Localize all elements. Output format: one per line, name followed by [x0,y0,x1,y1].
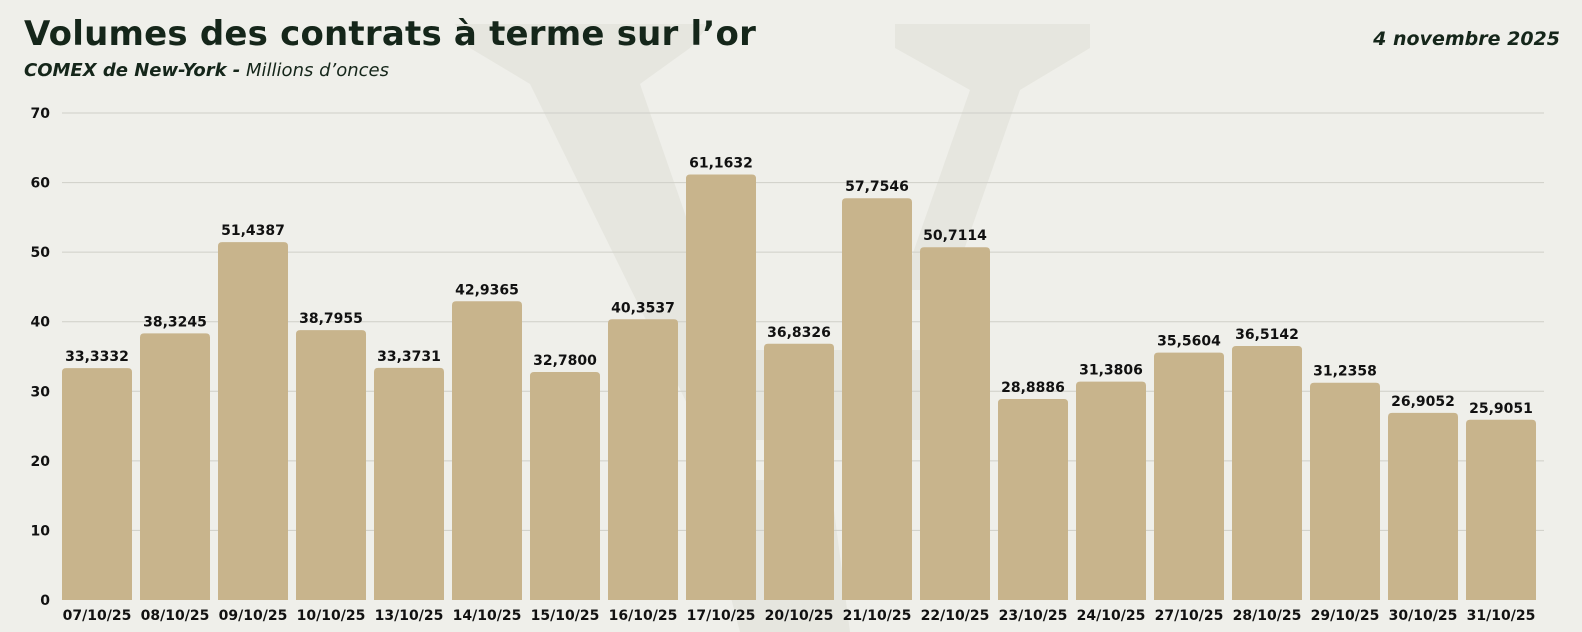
report-date: 4 novembre 2025 [1373,28,1560,50]
bar-value-label: 50,7114 [923,228,987,244]
bars [62,174,1536,601]
bar [1388,412,1458,600]
bar [1466,419,1536,600]
source-label: COMEX de New-York - [24,60,241,81]
bar-value-label: 26,9052 [1391,394,1455,410]
data-labels: 33,3332 38,3245 51,4387 38,7955 33,3731 42,93… [65,155,1533,416]
x-tick-label: 07/10/25 [63,608,132,624]
bar [296,330,366,600]
bar-value-label: 36,8326 [767,325,831,341]
x-tick-label: 15/10/25 [531,608,600,624]
bar-value-label: 38,7955 [299,311,363,327]
bar-value-label: 32,7800 [533,353,597,369]
x-tick-label: 17/10/25 [687,608,756,624]
bar [764,343,834,600]
y-tick-label: 40 [31,315,51,331]
x-tick-label: 14/10/25 [453,608,522,624]
bar [140,333,210,600]
x-tick-label: 23/10/25 [999,608,1068,624]
bar [1232,345,1302,600]
x-tick-label: 09/10/25 [219,608,288,624]
bar-value-label: 31,3806 [1079,363,1143,379]
y-tick-label: 60 [31,176,51,192]
bar-value-label: 57,7546 [845,179,909,195]
bar [608,319,678,600]
y-axis: 0 10 20 30 40 50 60 70 [31,106,51,609]
bar [530,371,600,600]
bar [686,174,756,600]
x-tick-label: 22/10/25 [921,608,990,624]
bar [1076,381,1146,600]
bar-value-label: 33,3731 [377,349,441,365]
bar-value-label: 25,9051 [1469,401,1533,417]
bar [920,247,990,600]
x-tick-label: 10/10/25 [297,608,366,624]
bar-value-label: 42,9365 [455,282,519,298]
x-tick-label: 21/10/25 [843,608,912,624]
page-title: Volumes des contrats à terme sur l’or [24,14,757,54]
bar [1154,352,1224,600]
y-tick-label: 50 [31,245,51,261]
x-tick-label: 13/10/25 [375,608,444,624]
bar-value-label: 36,5142 [1235,327,1299,343]
x-tick-label: 27/10/25 [1155,608,1224,624]
y-tick-label: 0 [40,593,50,609]
bar-value-label: 35,5604 [1157,334,1221,350]
bar [62,368,132,600]
bar [218,242,288,601]
bar-value-label: 38,3245 [143,314,207,330]
bar [374,367,444,600]
x-tick-label: 30/10/25 [1389,608,1458,624]
bar-value-label: 28,8886 [1001,380,1065,396]
x-tick-label: 16/10/25 [609,608,678,624]
bar [1310,382,1380,600]
x-tick-label: 28/10/25 [1233,608,1302,624]
y-tick-label: 70 [31,106,51,122]
x-tick-label: 29/10/25 [1311,608,1380,624]
x-axis: 07/10/25 08/10/25 09/10/25 10/10/25 13/10/25… [63,608,1536,624]
y-tick-label: 10 [31,523,51,539]
y-tick-label: 30 [31,384,51,400]
bar [452,301,522,600]
bar-value-label: 31,2358 [1313,364,1377,380]
bar [998,399,1068,600]
bar-value-label: 51,4387 [221,223,285,239]
x-tick-label: 24/10/25 [1077,608,1146,624]
y-tick-label: 20 [31,454,51,470]
chart-subtitle: COMEX de New-York - Millions d’onces [24,60,389,81]
bar [842,198,912,600]
x-tick-label: 08/10/25 [141,608,210,624]
bar-value-label: 33,3332 [65,349,129,365]
unit-label: Millions d’onces [246,60,389,81]
bar-value-label: 40,3537 [611,300,675,316]
bar-value-label: 61,1632 [689,155,753,171]
x-tick-label: 31/10/25 [1467,608,1536,624]
x-tick-label: 20/10/25 [765,608,834,624]
